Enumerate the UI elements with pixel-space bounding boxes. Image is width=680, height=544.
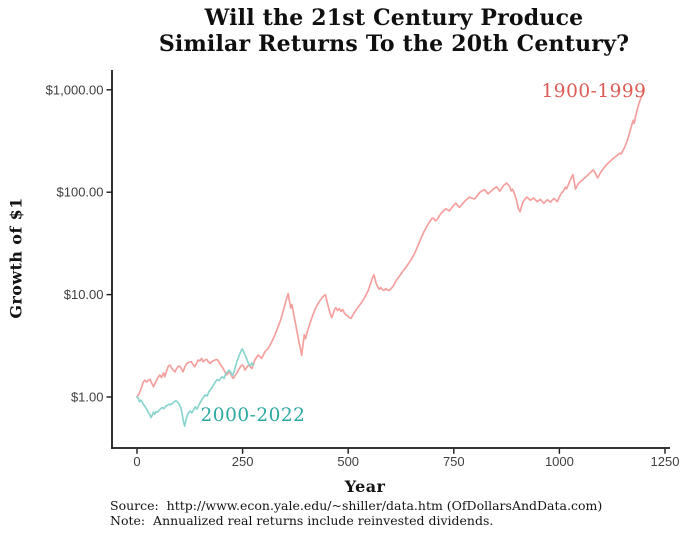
x-tick-label: 1000 (545, 454, 574, 469)
x-axis-title: Year (344, 477, 386, 496)
y-tick-label: $100.00 (57, 185, 104, 200)
caption: Source: http://www.econ.yale.edu/~shille… (110, 498, 603, 528)
chart-title-line2: Similar Returns To the 20th Century? (158, 31, 630, 57)
x-tick-label: 250 (232, 454, 254, 469)
x-tick-label: 500 (337, 454, 359, 469)
y-axis-title: Growth of $1 (6, 197, 26, 319)
chart-title: Will the 21st Century Produce Similar Re… (114, 5, 674, 57)
series-label-1900-1999: 1900-1999 (542, 81, 647, 102)
x-tick-label: 750 (443, 454, 465, 469)
chart-title-line1: Will the 21st Century Produce (204, 5, 584, 31)
series-label-2000-2022: 2000-2022 (201, 405, 306, 426)
y-tick-label: $1.00 (71, 390, 104, 405)
x-tick-label: 0 (133, 454, 140, 469)
series-line-2000-2022 (136, 348, 255, 427)
series-line-1900-1999 (136, 89, 645, 398)
caption-note: Note: Annualized real returns include re… (110, 512, 494, 528)
x-tick-label: 1250 (651, 454, 680, 469)
caption-source: Source: http://www.econ.yale.edu/~shille… (110, 498, 603, 513)
y-tick-label: $10.00 (64, 287, 104, 302)
y-tick-label: $1,000.00 (46, 82, 104, 97)
